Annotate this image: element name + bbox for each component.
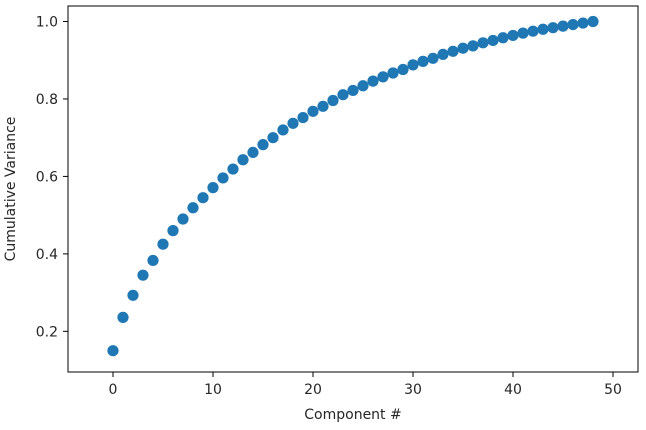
data-point bbox=[347, 84, 359, 97]
data-point bbox=[207, 182, 219, 194]
data-point bbox=[447, 45, 459, 57]
data-point bbox=[287, 117, 299, 129]
data-point bbox=[527, 25, 539, 37]
data-point bbox=[187, 202, 199, 214]
data-point bbox=[237, 154, 249, 166]
data-point bbox=[337, 89, 349, 101]
data-point bbox=[477, 37, 489, 49]
data-point bbox=[377, 71, 389, 83]
plot-frame bbox=[67, 5, 639, 373]
data-point bbox=[147, 254, 159, 267]
data-point bbox=[387, 67, 399, 79]
data-point bbox=[327, 94, 339, 107]
x-tick-label: 0 bbox=[109, 382, 118, 398]
data-point bbox=[137, 269, 149, 281]
data-point bbox=[517, 27, 529, 39]
data-point bbox=[217, 172, 229, 184]
data-point bbox=[357, 80, 369, 92]
data-point bbox=[117, 311, 129, 323]
y-tick-label: 0.8 bbox=[36, 92, 58, 108]
data-point bbox=[437, 48, 449, 61]
data-point bbox=[567, 18, 579, 31]
y-tick-label: 0.4 bbox=[36, 247, 58, 263]
data-point bbox=[247, 146, 259, 158]
data-point bbox=[317, 100, 329, 112]
y-axis-ticks: 0.2 0.4 0.6 0.8 1.0 bbox=[36, 14, 68, 340]
x-tick-label: 30 bbox=[404, 382, 422, 398]
y-tick-label: 0.2 bbox=[36, 324, 58, 340]
data-point bbox=[127, 289, 139, 301]
data-point bbox=[417, 55, 429, 67]
x-axis-ticks: 0 10 20 30 40 50 bbox=[109, 372, 622, 398]
x-axis-label: Component # bbox=[304, 407, 401, 423]
data-point bbox=[267, 132, 279, 144]
y-axis-label: Cumulative Variance bbox=[3, 117, 19, 262]
x-tick-label: 10 bbox=[204, 382, 222, 398]
data-point bbox=[587, 15, 599, 28]
data-point bbox=[497, 32, 509, 44]
data-point bbox=[467, 40, 479, 52]
data-point bbox=[277, 124, 289, 136]
data-point bbox=[257, 139, 269, 151]
x-tick-label: 40 bbox=[504, 382, 522, 398]
x-tick-label: 20 bbox=[304, 382, 322, 398]
data-point bbox=[507, 29, 519, 42]
data-point bbox=[537, 23, 549, 35]
data-point bbox=[427, 52, 439, 64]
data-point bbox=[577, 17, 589, 29]
data-point bbox=[307, 105, 319, 117]
data-point bbox=[107, 345, 119, 357]
data-point bbox=[157, 238, 169, 250]
data-point bbox=[407, 59, 419, 71]
y-tick-label: 1.0 bbox=[36, 14, 58, 30]
data-point bbox=[487, 34, 499, 47]
x-tick-label: 50 bbox=[604, 382, 622, 398]
data-point bbox=[367, 75, 379, 87]
data-point bbox=[397, 63, 409, 76]
data-point bbox=[457, 42, 469, 54]
data-point bbox=[197, 192, 209, 204]
data-point bbox=[227, 163, 239, 175]
data-point bbox=[167, 225, 179, 237]
data-point bbox=[547, 22, 559, 34]
data-point bbox=[297, 111, 309, 124]
plot-marks bbox=[107, 15, 599, 357]
data-point bbox=[557, 20, 569, 32]
y-tick-label: 0.6 bbox=[36, 169, 58, 185]
data-point bbox=[177, 213, 189, 225]
